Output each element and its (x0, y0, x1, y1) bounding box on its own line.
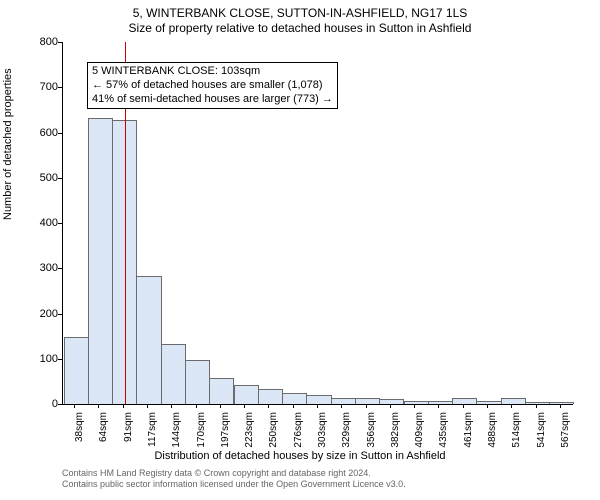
histogram-bar (428, 401, 453, 404)
footer-line2: Contains public sector information licen… (62, 479, 406, 490)
x-tick-mark (98, 404, 99, 408)
histogram-bar (64, 337, 89, 404)
histogram-bar (452, 398, 477, 404)
x-tick-label: 461sqm (463, 412, 474, 452)
histogram-bar (282, 393, 307, 404)
x-tick-label: 382sqm (390, 412, 401, 452)
histogram-bar (209, 378, 234, 404)
x-tick-label: 409sqm (414, 412, 425, 452)
x-tick-mark (317, 404, 318, 408)
x-tick-label: 144sqm (171, 412, 182, 452)
y-tick-label: 300 (28, 262, 58, 274)
histogram-bar (88, 118, 113, 404)
y-tick-mark (58, 42, 62, 43)
y-tick-label: 700 (28, 81, 58, 93)
x-tick-mark (123, 404, 124, 408)
y-tick-label: 500 (28, 172, 58, 184)
y-tick-mark (58, 404, 62, 405)
histogram-bar (549, 402, 574, 404)
y-tick-label: 200 (28, 308, 58, 320)
page-title-line1: 5, WINTERBANK CLOSE, SUTTON-IN-ASHFIELD,… (0, 0, 600, 20)
x-tick-label: 64sqm (98, 412, 109, 452)
y-tick-mark (58, 314, 62, 315)
x-tick-label: 91sqm (123, 412, 134, 452)
y-tick-mark (58, 359, 62, 360)
x-tick-label: 514sqm (511, 412, 522, 452)
x-tick-mark (536, 404, 537, 408)
x-tick-mark (244, 404, 245, 408)
histogram-bar (331, 398, 356, 404)
y-tick-label: 400 (28, 217, 58, 229)
x-tick-label: 170sqm (196, 412, 207, 452)
x-tick-mark (560, 404, 561, 408)
y-tick-mark (58, 268, 62, 269)
x-tick-label: 567sqm (560, 412, 571, 452)
x-tick-mark (220, 404, 221, 408)
x-tick-label: 117sqm (147, 412, 158, 452)
x-tick-mark (293, 404, 294, 408)
y-tick-label: 0 (28, 398, 58, 410)
x-tick-mark (390, 404, 391, 408)
footer-attribution: Contains HM Land Registry data © Crown c… (62, 468, 406, 490)
x-tick-label: 250sqm (268, 412, 279, 452)
histogram-bar (476, 401, 501, 404)
x-tick-mark (341, 404, 342, 408)
x-tick-label: 356sqm (366, 412, 377, 452)
annotation-line3: 41% of semi-detached houses are larger (… (92, 93, 333, 107)
y-axis-label: Number of detached properties (2, 68, 14, 220)
histogram-bar (525, 402, 550, 404)
x-tick-mark (511, 404, 512, 408)
x-tick-mark (171, 404, 172, 408)
x-tick-label: 435sqm (438, 412, 449, 452)
x-tick-label: 276sqm (293, 412, 304, 452)
y-tick-mark (58, 87, 62, 88)
y-tick-label: 600 (28, 127, 58, 139)
x-tick-mark (74, 404, 75, 408)
x-tick-label: 38sqm (74, 412, 85, 452)
y-tick-mark (58, 223, 62, 224)
x-tick-mark (414, 404, 415, 408)
x-tick-label: 197sqm (220, 412, 231, 452)
x-tick-mark (268, 404, 269, 408)
annotation-line1: 5 WINTERBANK CLOSE: 103sqm (92, 65, 333, 79)
x-tick-label: 303sqm (317, 412, 328, 452)
y-tick-mark (58, 178, 62, 179)
histogram-bar (185, 360, 210, 404)
histogram-bar (501, 398, 526, 404)
histogram-bar (136, 276, 161, 404)
histogram-bar (355, 398, 380, 404)
page-title-line2: Size of property relative to detached ho… (0, 20, 600, 35)
histogram-bar (161, 344, 186, 404)
y-tick-label: 800 (28, 36, 58, 48)
x-tick-mark (487, 404, 488, 408)
histogram-bar (379, 399, 404, 404)
histogram-bar (306, 395, 331, 404)
x-tick-mark (438, 404, 439, 408)
histogram-bar (234, 385, 259, 404)
y-tick-mark (58, 133, 62, 134)
histogram-bar (404, 401, 429, 404)
chart-plot-area: 5 WINTERBANK CLOSE: 103sqm← 57% of detac… (62, 42, 573, 405)
x-tick-label: 541sqm (536, 412, 547, 452)
x-tick-mark (196, 404, 197, 408)
x-tick-mark (366, 404, 367, 408)
x-tick-mark (463, 404, 464, 408)
annotation-line2: ← 57% of detached houses are smaller (1,… (92, 79, 333, 93)
x-tick-mark (147, 404, 148, 408)
x-tick-label: 223sqm (244, 412, 255, 452)
y-tick-label: 100 (28, 353, 58, 365)
annotation-box: 5 WINTERBANK CLOSE: 103sqm← 57% of detac… (87, 62, 338, 109)
x-tick-label: 488sqm (487, 412, 498, 452)
x-tick-label: 329sqm (341, 412, 352, 452)
histogram-bar (258, 389, 283, 404)
footer-line1: Contains HM Land Registry data © Crown c… (62, 468, 406, 479)
